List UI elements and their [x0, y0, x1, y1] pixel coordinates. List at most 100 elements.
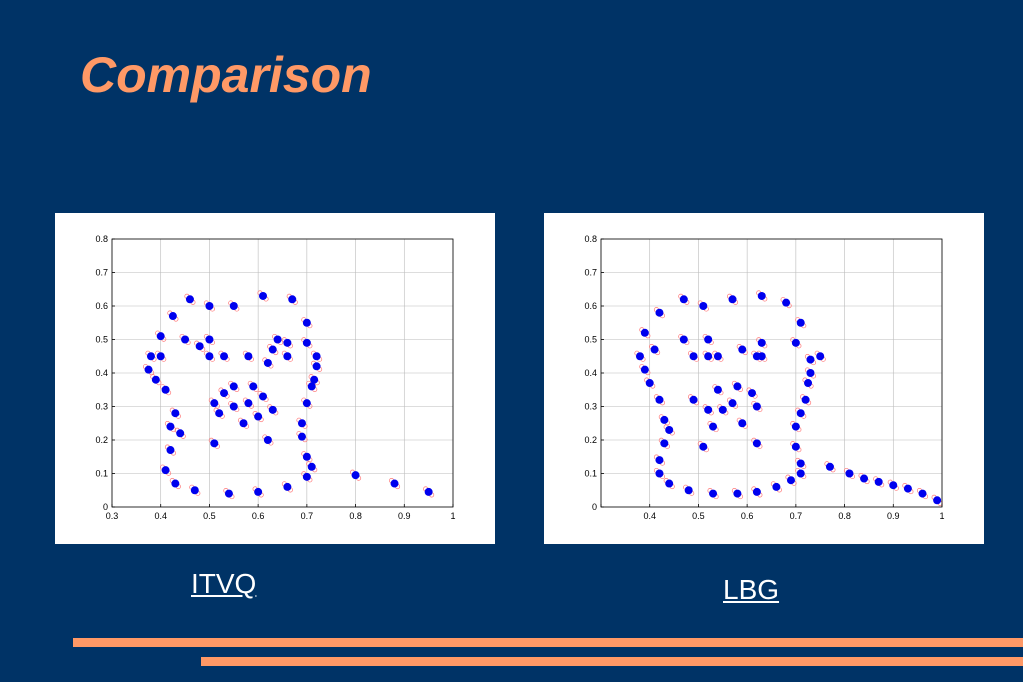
lbg-codebook-point — [655, 308, 664, 317]
lbg-codebook-point — [757, 338, 766, 347]
lbg-x-tick-label: 0.6 — [741, 511, 754, 521]
lbg-codebook-point — [718, 405, 727, 414]
itvq-codebook-point — [210, 439, 219, 448]
itvq-codebook-point — [185, 295, 194, 304]
lbg-codebook-point — [782, 298, 791, 307]
itvq-y-tick-label: 0 — [103, 502, 108, 512]
lbg-codebook-point — [650, 345, 659, 354]
itvq-y-tick-label: 0.8 — [95, 234, 108, 244]
itvq-codebook-point — [302, 399, 311, 408]
lbg-x-tick-label: 0.8 — [838, 511, 851, 521]
lbg-caption-link[interactable]: LBG — [723, 574, 780, 605]
itvq-codebook-point — [288, 295, 297, 304]
lbg-codebook-point — [791, 422, 800, 431]
lbg-chart-panel: 0.4 0.5 0.6 0.7 0.8 0.9 1 0 0.1 0.2 0.3 0.4 0.5 0.6 0.… — [544, 213, 984, 544]
itvq-chart-panel: 0.3 0.4 0.5 0.6 0.7 0.8 0.9 1 0 0.1 0.2 0.3 0.4 0.5 0.… — [55, 213, 495, 544]
lbg-codebook-point — [728, 295, 737, 304]
lbg-codebook-point — [728, 399, 737, 408]
lbg-codebook-point — [748, 389, 757, 398]
itvq-codebook-point — [302, 452, 311, 461]
itvq-codebook-point — [144, 365, 153, 374]
itvq-codebook-point — [283, 482, 292, 491]
lbg-codebook-point — [772, 482, 781, 491]
lbg-codebook-point — [660, 439, 669, 448]
lbg-x-tick-label: 1 — [939, 511, 944, 521]
lbg-codebook-point — [918, 489, 927, 498]
itvq-codebook-point — [215, 409, 224, 418]
lbg-codebook-point — [801, 395, 810, 404]
itvq-codebook-point — [302, 338, 311, 347]
itvq-x-tick-label: 0.5 — [203, 511, 216, 521]
itvq-codebook-point — [205, 302, 214, 310]
lbg-codebook-point — [845, 469, 854, 478]
lbg-codebook-point — [752, 439, 761, 448]
lbg-x-tick-label: 0.7 — [790, 511, 803, 521]
lbg-y-tick-label: 0.4 — [584, 368, 597, 378]
itvq-codebook-point — [307, 462, 316, 471]
itvq-codebook-point — [195, 342, 204, 351]
decorative-bar-bottom — [201, 657, 1023, 666]
itvq-y-tick-label: 0.7 — [95, 268, 108, 278]
lbg-codebook-point — [804, 379, 813, 388]
lbg-y-tick-label: 0.1 — [584, 469, 597, 479]
lbg-codebook-point — [640, 328, 649, 337]
itvq-codebook-point — [312, 352, 321, 361]
itvq-codebook-point — [244, 399, 253, 408]
lbg-y-tick-label: 0.3 — [584, 402, 597, 412]
lbg-codebook-point — [796, 469, 805, 478]
lbg-codebook-point — [738, 419, 747, 428]
itvq-codebook-point — [220, 389, 229, 398]
itvq-codebook-point — [283, 338, 292, 347]
lbg-codebook-point — [733, 489, 742, 498]
lbg-codebook-point — [791, 338, 800, 347]
itvq-codebook-point — [302, 318, 311, 327]
itvq-codebook-point — [239, 419, 248, 428]
lbg-codebook-point — [825, 462, 834, 471]
lbg-codebook-point — [645, 379, 654, 388]
lbg-codebook-point — [713, 352, 722, 361]
lbg-codebook-point — [860, 474, 869, 483]
lbg-codebook-point — [796, 409, 805, 418]
itvq-codebook-point — [273, 335, 282, 344]
lbg-codebook-point — [806, 369, 815, 377]
itvq-codebook-point — [244, 352, 253, 361]
itvq-codebook-point — [205, 335, 214, 344]
itvq-codebook-point — [210, 399, 219, 408]
lbg-codebook-point — [704, 335, 713, 344]
lbg-codebook-point — [713, 385, 722, 394]
itvq-y-tick-label: 0.2 — [95, 435, 108, 445]
itvq-codebook-point — [390, 479, 399, 488]
itvq-y-tick-label: 0.4 — [95, 368, 108, 378]
itvq-scatter-chart: 0.3 0.4 0.5 0.6 0.7 0.8 0.9 1 0 0.1 0.2 0.3 0.4 0.5 0.… — [95, 234, 455, 521]
itvq-x-tick-label: 0.8 — [349, 511, 362, 521]
lbg-y-tick-label: 0.7 — [584, 268, 597, 278]
lbg-codebook-point — [933, 496, 942, 505]
lbg-y-tick-label: 0.2 — [584, 435, 597, 445]
lbg-x-tick-label: 0.9 — [887, 511, 900, 521]
itvq-codebook-point — [176, 429, 185, 438]
itvq-codebook-point — [283, 352, 292, 361]
itvq-codebook-point — [254, 412, 263, 421]
itvq-codebook-point — [424, 487, 433, 496]
itvq-caption-link[interactable]: ITVQ — [191, 568, 257, 599]
itvq-y-tick-label: 0.1 — [95, 469, 108, 479]
lbg-x-tick-label: 0.4 — [643, 511, 656, 521]
lbg-y-tick-label: 0.6 — [584, 301, 597, 311]
itvq-codebook-point — [259, 392, 268, 401]
lbg-codebook-point — [874, 477, 883, 486]
lbg-codebook-point — [903, 484, 912, 493]
itvq-codebook-point — [229, 402, 238, 411]
lbg-codebook-point — [699, 302, 708, 310]
itvq-codebook-point — [259, 291, 268, 300]
itvq-codebook-point — [268, 405, 277, 414]
lbg-codebook-point — [796, 318, 805, 327]
lbg-codebook-point — [679, 335, 688, 344]
lbg-codebook-point — [704, 405, 713, 414]
itvq-x-tick-label: 0.7 — [301, 511, 314, 521]
itvq-codebook-point — [268, 345, 277, 354]
lbg-codebook-point — [889, 481, 898, 490]
itvq-codebook-point — [312, 362, 321, 371]
itvq-codebook-point — [161, 466, 170, 475]
decorative-bar-top — [73, 638, 1023, 647]
itvq-x-tick-label: 1 — [450, 511, 455, 521]
